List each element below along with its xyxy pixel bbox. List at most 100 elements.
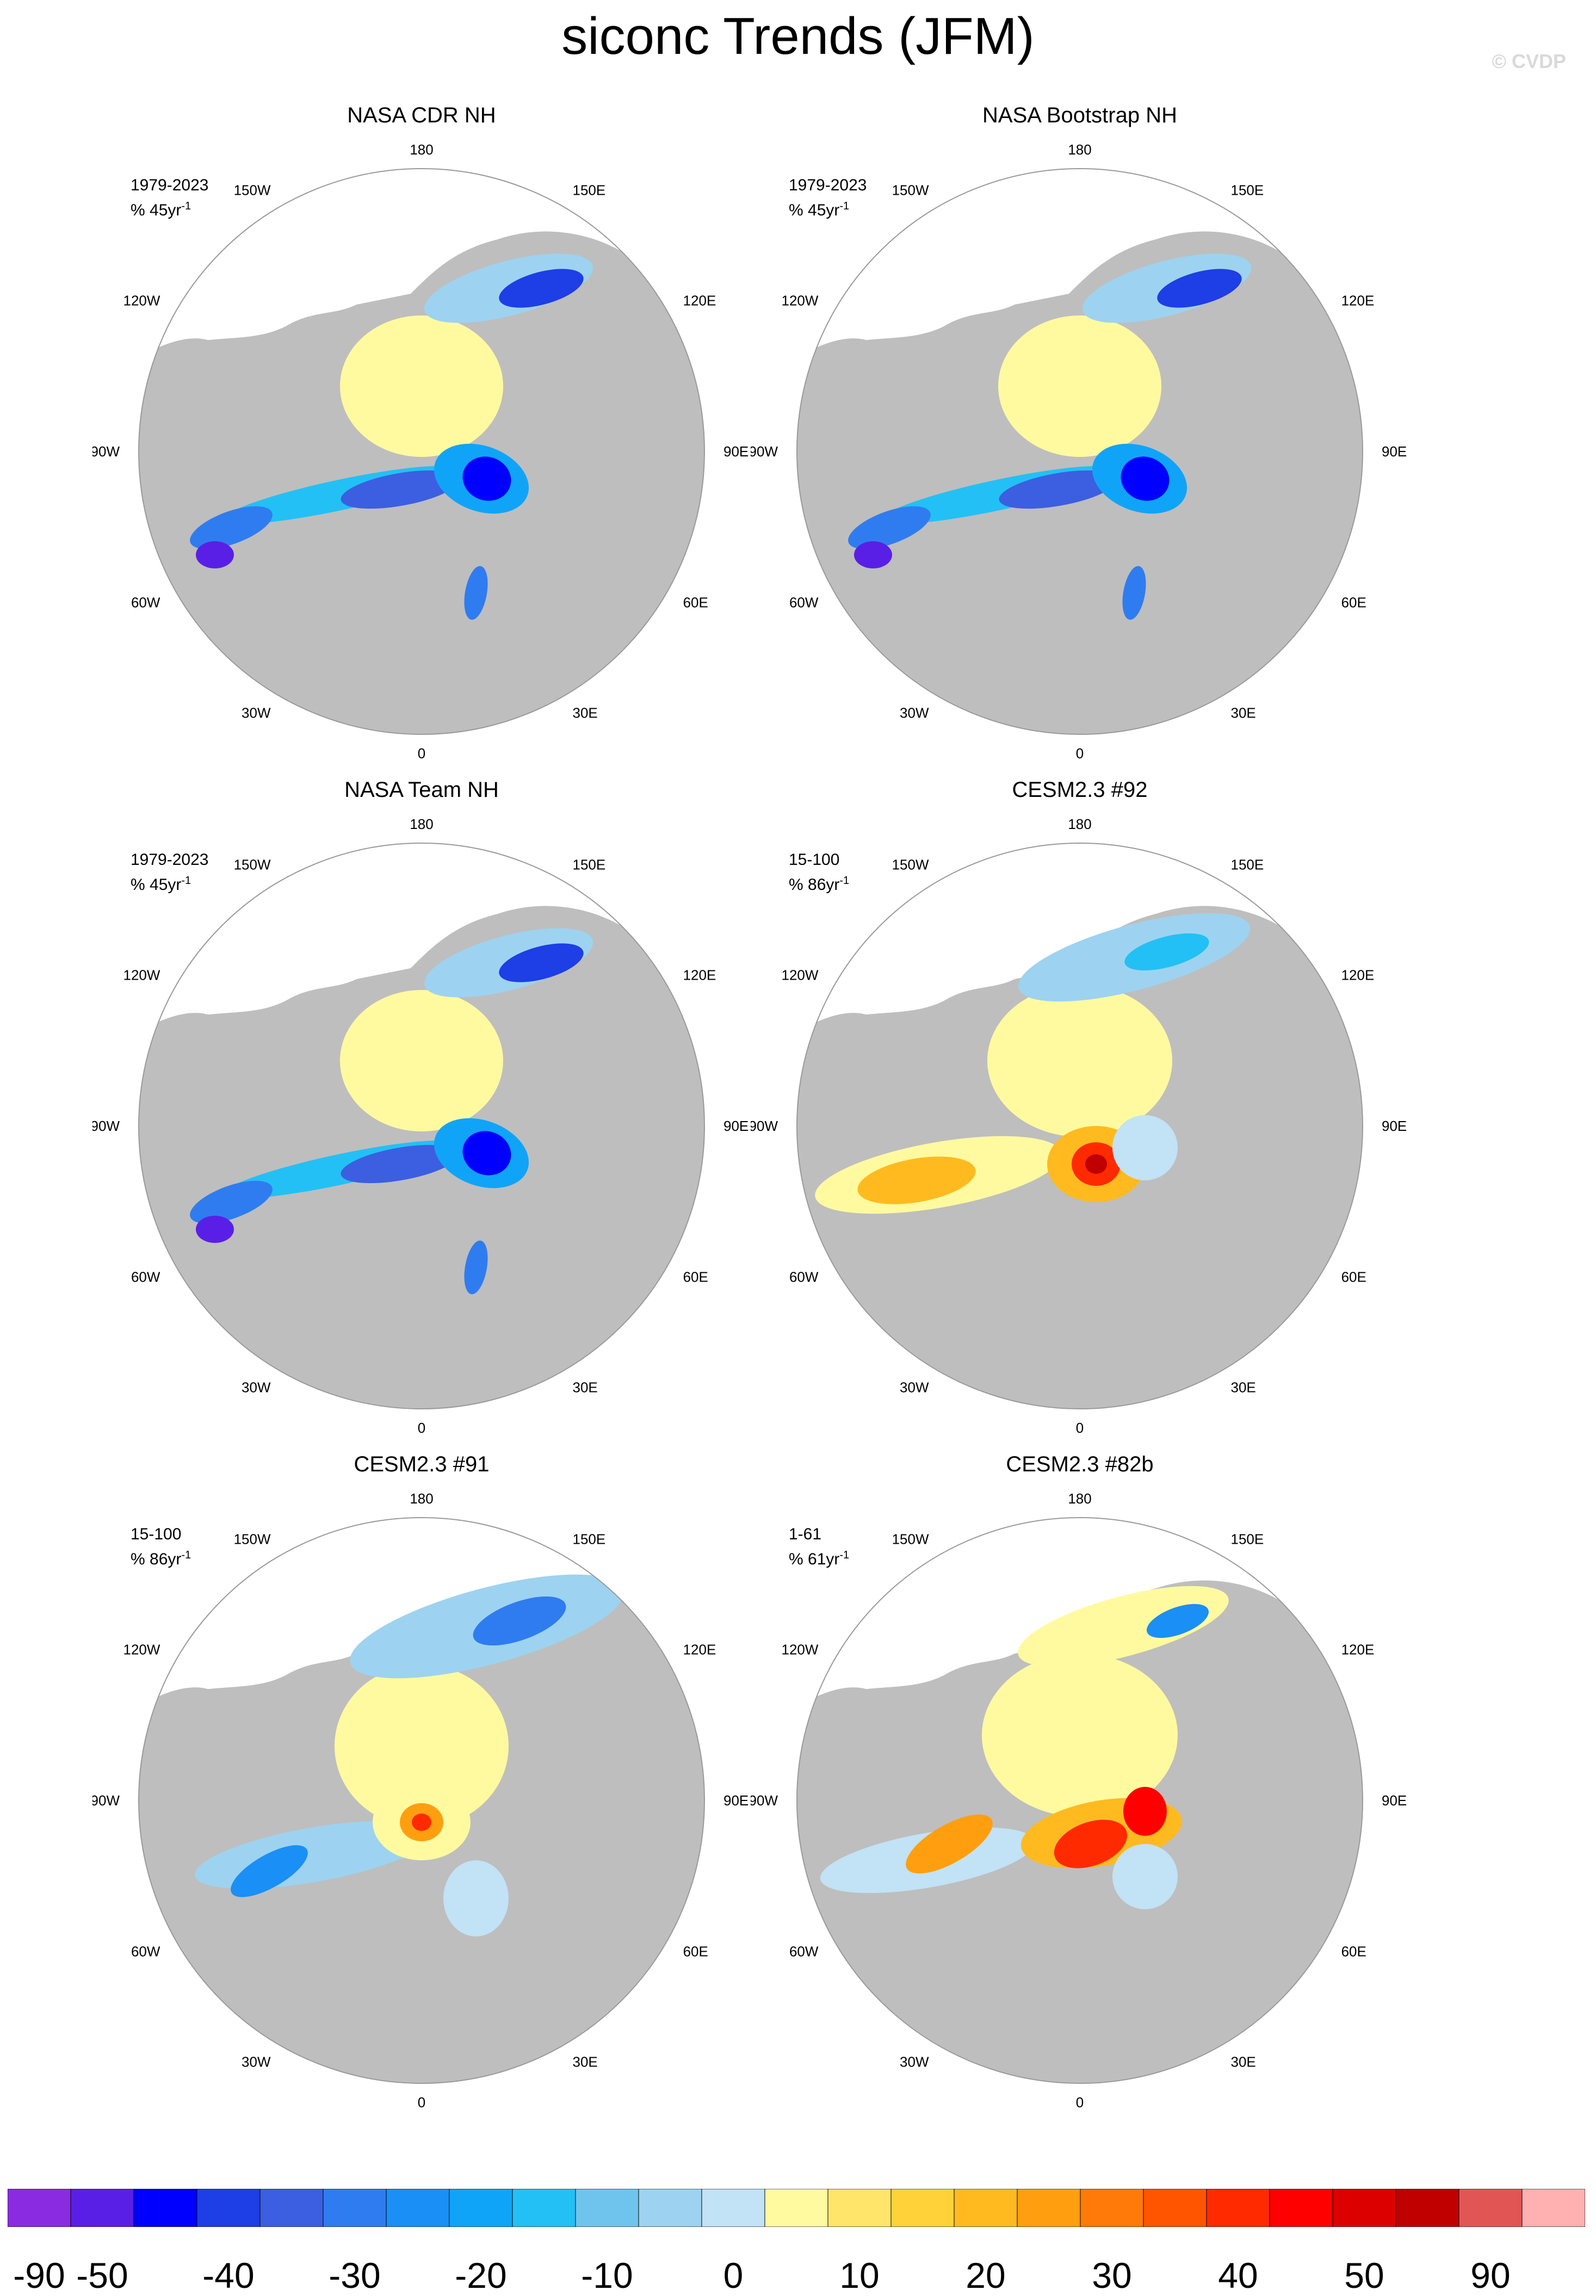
longitude-label: 120W <box>123 967 160 983</box>
longitude-label: 120W <box>781 967 818 983</box>
longitude-label: 30E <box>1231 705 1256 721</box>
map-panel: NASA CDR NH 1979-2023 % 45yr-1 180 150E 120E 9… <box>92 103 751 772</box>
longitude-label: 150W <box>892 856 929 872</box>
longitude-label: 0 <box>1076 1420 1084 1436</box>
panel-period: 1979-2023 <box>131 851 209 869</box>
longitude-label: 30W <box>242 2054 271 2070</box>
polar-stereographic-map: 180 150E 120E 90E 60E 30E 0 30W 60W 90W 120W 150W <box>92 816 748 1436</box>
colorbar-box <box>638 2189 702 2227</box>
longitude-label: 30W <box>242 705 271 721</box>
polar-stereographic-map: 180 150E 120E 90E 60E 30E 0 30W 60W 90W 120W 150W <box>751 1490 1407 2111</box>
colorbar-box <box>1080 2189 1144 2227</box>
longitude-label: 60E <box>1341 1944 1366 1960</box>
longitude-label: 0 <box>418 2094 425 2111</box>
longitude-label: 90W <box>92 443 120 460</box>
colorbar-box <box>827 2189 892 2227</box>
colorbar-box <box>890 2189 955 2227</box>
longitude-label: 150W <box>234 1531 271 1547</box>
panel-units-exponent: -1 <box>839 200 850 212</box>
polar-stereographic-map: 180 150E 120E 90E 60E 30E 0 30W 60W 90W 120W 150W <box>751 141 1407 762</box>
longitude-label: 60W <box>131 1944 160 1960</box>
longitude-label: 180 <box>410 141 433 158</box>
panel-units: % 86yr <box>789 876 840 894</box>
panel-units-exponent: -1 <box>181 1549 191 1561</box>
longitude-label: 60E <box>683 595 708 611</box>
longitude-label: 150E <box>1231 1531 1264 1547</box>
panel-period-and-units: 1-61 % 61yr-1 <box>789 1524 849 1570</box>
longitude-label: 120E <box>1341 967 1375 983</box>
colorbar-box <box>954 2189 1018 2227</box>
colorbar-box <box>449 2189 513 2227</box>
longitude-label: 90E <box>1382 1118 1407 1134</box>
longitude-label: 120E <box>683 293 716 309</box>
panel-period-and-units: 1979-2023 % 45yr-1 <box>131 850 208 895</box>
longitude-label: 60E <box>683 1269 708 1285</box>
colorbar <box>8 2189 1585 2227</box>
panel-period-and-units: 15-100 % 86yr-1 <box>131 1524 191 1570</box>
longitude-label: 60E <box>1341 1269 1366 1285</box>
colorbar-box <box>1017 2189 1081 2227</box>
panel-units-exponent: -1 <box>181 875 191 887</box>
colorbar-tick-label: -50 <box>76 2255 128 2295</box>
panel-units: % 45yr <box>789 201 840 219</box>
longitude-label: 120W <box>123 1642 160 1658</box>
longitude-label: 0 <box>418 745 425 762</box>
longitude-label: 150E <box>573 182 606 198</box>
colorbar-box <box>1521 2189 1585 2227</box>
colorbar-tick-label: 20 <box>966 2255 1006 2295</box>
watermark: © CVDP <box>1492 50 1566 72</box>
longitude-label: 150W <box>234 182 271 198</box>
figure-title: siconc Trends (JFM) <box>561 7 1035 65</box>
colorbar-box <box>701 2189 765 2227</box>
longitude-label: 120E <box>683 1642 716 1658</box>
panel-units-exponent: -1 <box>839 875 850 887</box>
polar-stereographic-map: 180 150E 120E 90E 60E 30E 0 30W 60W 90W 120W 150W <box>92 1490 748 2111</box>
longitude-label: 150E <box>1231 856 1264 872</box>
panel-units: % 45yr <box>131 201 182 219</box>
colorbar-tick-label: 10 <box>839 2255 880 2295</box>
longitude-label: 90E <box>1382 443 1407 460</box>
colorbar-box <box>196 2189 261 2227</box>
longitude-label: 30W <box>900 2054 929 2070</box>
longitude-label: 150E <box>573 856 606 872</box>
colorbar-tick-label: 0 <box>723 2255 744 2295</box>
longitude-label: 90E <box>1382 1792 1407 1809</box>
longitude-label: 150W <box>892 182 929 198</box>
map-panel: CESM2.3 #91 15-100 % 86yr-1 180 150E 120E 90E 6… <box>92 1452 751 2121</box>
longitude-label: 30E <box>573 705 598 721</box>
longitude-label: 30E <box>1231 1379 1256 1396</box>
colorbar-box <box>259 2189 324 2227</box>
panel-period: 15-100 <box>789 851 840 869</box>
longitude-label: 120W <box>781 293 818 309</box>
colorbar-box <box>1206 2189 1270 2227</box>
map-panel: CESM2.3 #92 15-100 % 86yr-1 180 150E 120E 90E 6… <box>751 778 1409 1447</box>
longitude-label: 90E <box>723 443 748 460</box>
longitude-label: 120W <box>781 1642 818 1658</box>
panel-period-and-units: 1979-2023 % 45yr-1 <box>131 175 208 221</box>
longitude-label: 30W <box>242 1379 271 1396</box>
panel-title: CESM2.3 #91 <box>354 1452 490 1476</box>
colorbar-box <box>386 2189 450 2227</box>
longitude-label: 30E <box>1231 2054 1256 2070</box>
longitude-label: 90W <box>92 1118 120 1134</box>
colorbar-tick-label: -20 <box>455 2255 507 2295</box>
longitude-label: 150E <box>1231 182 1264 198</box>
colorbar-box <box>8 2189 71 2227</box>
polar-stereographic-map: 180 150E 120E 90E 60E 30E 0 30W 60W 90W 120W 150W <box>751 816 1407 1436</box>
longitude-label: 150W <box>234 856 271 872</box>
longitude-label: 120E <box>1341 293 1375 309</box>
colorbar-box <box>323 2189 387 2227</box>
longitude-label: 180 <box>410 816 433 832</box>
panel-period-and-units: 15-100 % 86yr-1 <box>789 850 849 895</box>
longitude-label: 0 <box>418 1420 425 1436</box>
colorbar-tick-label: -30 <box>329 2255 381 2295</box>
map-panel: NASA Team NH 1979-2023 % 45yr-1 180 150E 120E… <box>92 778 751 1447</box>
colorbar-box <box>512 2189 576 2227</box>
panel-units: % 86yr <box>131 1550 182 1568</box>
colorbar-box <box>1458 2189 1523 2227</box>
panel-period: 1979-2023 <box>131 176 209 194</box>
longitude-label: 90W <box>751 1118 778 1134</box>
colorbar-box <box>1332 2189 1396 2227</box>
panel-units-exponent: -1 <box>181 200 191 212</box>
longitude-label: 180 <box>1068 1490 1091 1507</box>
